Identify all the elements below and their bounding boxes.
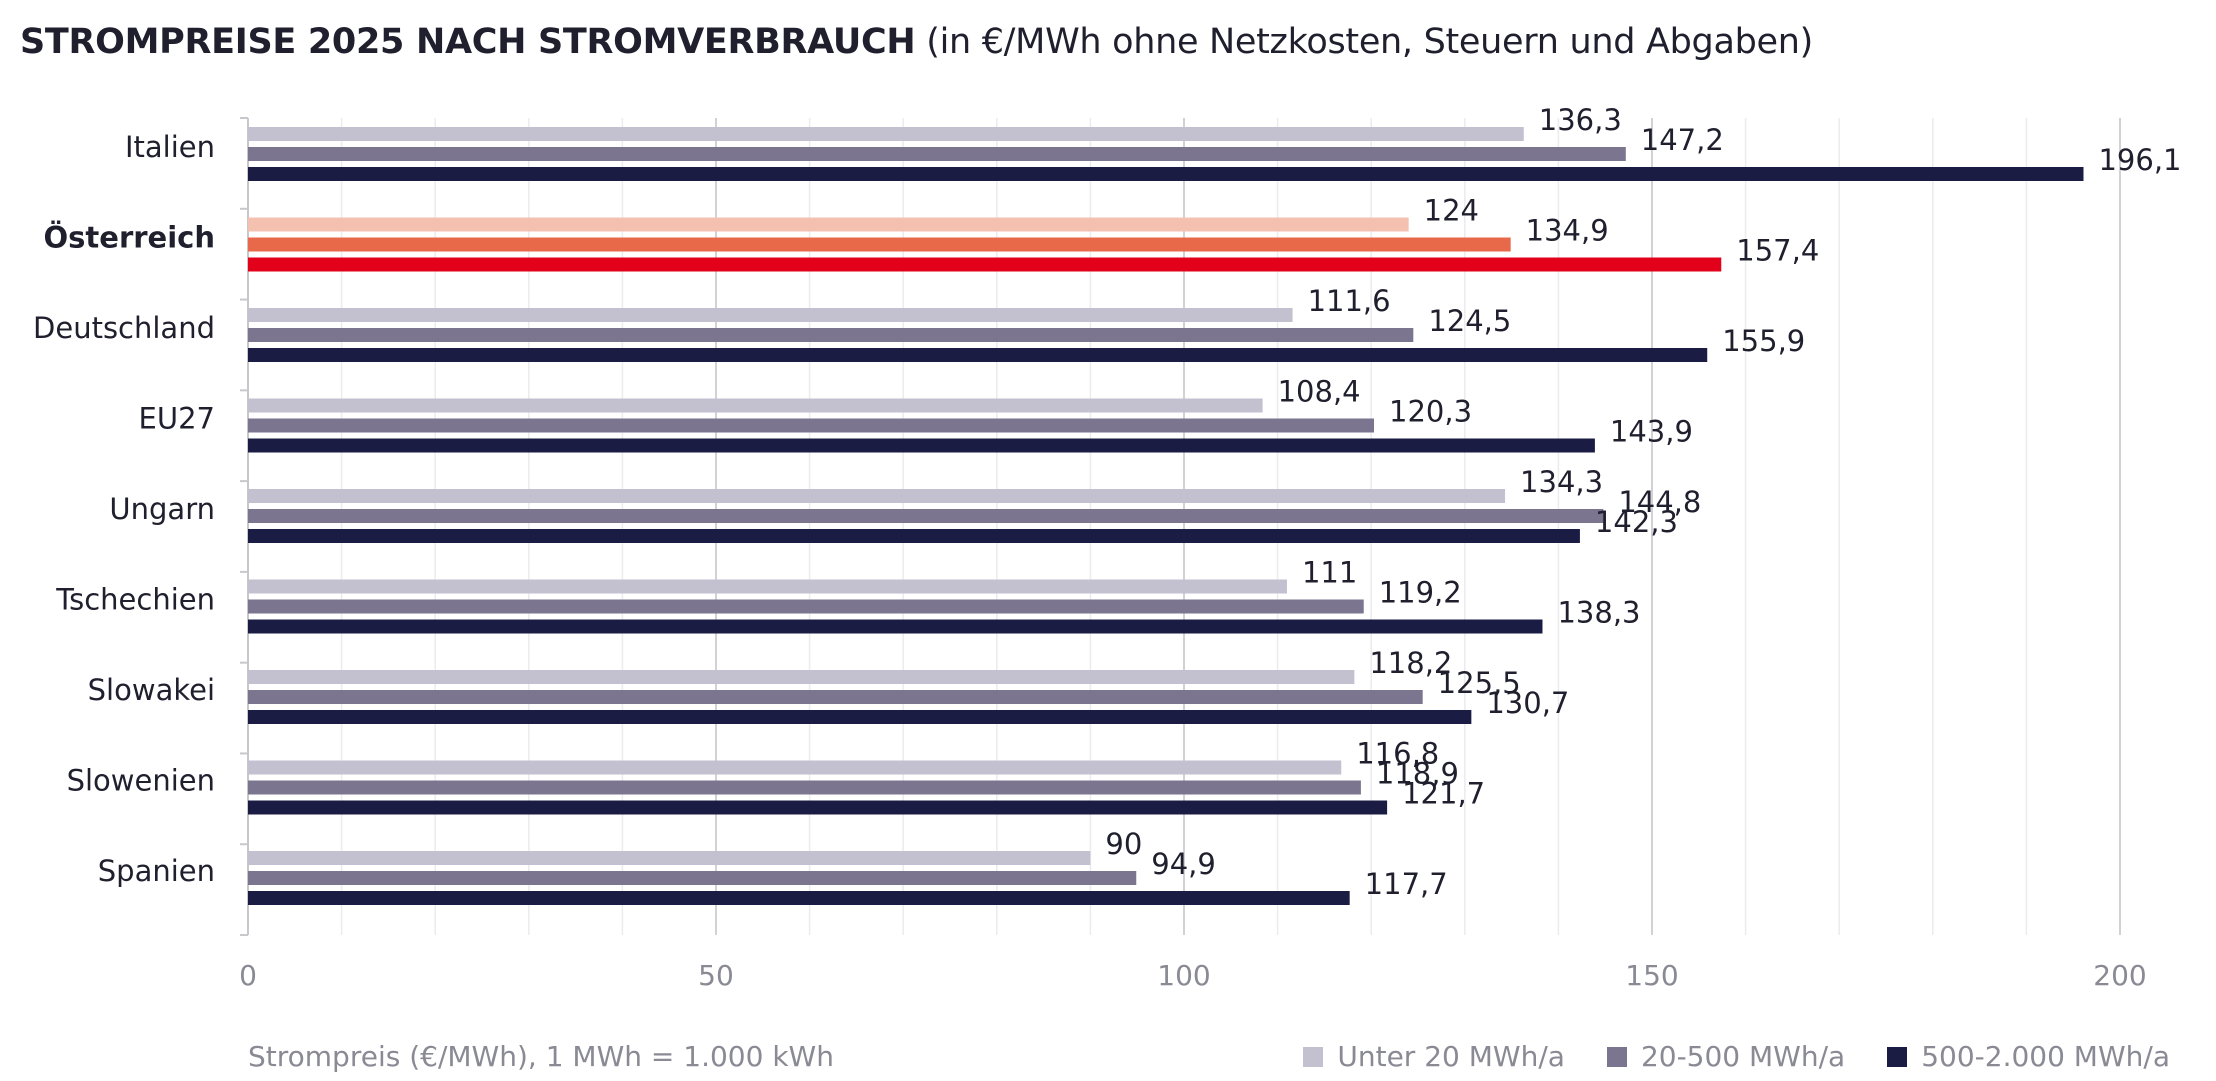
legend-item: 20-500 MWh/a xyxy=(1606,1040,1846,1073)
bar xyxy=(248,690,1423,704)
data-label: 108,4 xyxy=(1278,375,1361,409)
chart-title-subtitle: (in €/MWh ohne Netzkosten, Steuern und A… xyxy=(926,22,1813,62)
data-label: 144,8 xyxy=(1618,485,1701,519)
data-label: 138,3 xyxy=(1557,596,1640,630)
bar xyxy=(248,760,1342,775)
data-label: 120,3 xyxy=(1389,395,1472,429)
bar xyxy=(248,529,1580,543)
data-label: 116,8 xyxy=(1356,737,1439,771)
data-label: 111,6 xyxy=(1308,284,1391,318)
data-label: 94,9 xyxy=(1151,847,1216,881)
bar xyxy=(248,710,1472,724)
category-label: Tschechien xyxy=(55,583,215,617)
data-label: 125,5 xyxy=(1438,666,1521,700)
bar xyxy=(248,167,2084,181)
bar xyxy=(248,871,1137,885)
bar xyxy=(248,509,1604,523)
bar xyxy=(248,489,1506,503)
data-label: 157,4 xyxy=(1736,234,1819,268)
data-label: 142,3 xyxy=(1595,505,1678,539)
bar xyxy=(248,237,1511,252)
legend-swatch xyxy=(1887,1046,1908,1067)
legend-label: 20-500 MWh/a xyxy=(1640,1040,1846,1073)
bar-chart: 0 50 100 150 200 Italien 136,3 147,2 196,1 Österr… xyxy=(33,103,2182,992)
category-label: Ungarn xyxy=(109,492,215,526)
data-label: 124,5 xyxy=(1428,304,1511,338)
category-label: Spanien xyxy=(98,854,215,888)
data-label: 196,1 xyxy=(2098,143,2181,177)
chart-title: STROMPREISE 2025 NACH STROMVERBRAUCH (in… xyxy=(20,22,1813,62)
legend-item: 500-2.000 MWh/a xyxy=(1887,1040,2170,1073)
category-label: Österreich xyxy=(44,221,216,255)
bar xyxy=(248,147,1626,161)
bar xyxy=(248,308,1293,322)
bar xyxy=(248,438,1595,453)
bar xyxy=(248,328,1414,342)
bar xyxy=(248,780,1361,795)
data-label: 143,9 xyxy=(1610,415,1693,449)
data-label: 147,2 xyxy=(1641,123,1724,157)
bar xyxy=(248,398,1263,413)
bar xyxy=(248,891,1350,905)
data-label: 118,2 xyxy=(1369,646,1452,680)
data-label: 121,7 xyxy=(1402,777,1485,811)
x-tick-label: 200 xyxy=(2093,959,2146,992)
bar xyxy=(248,800,1388,815)
bar xyxy=(248,217,1409,232)
x-axis-label: Strompreis (€/MWh), 1 MWh = 1.000 kWh xyxy=(248,1040,834,1073)
data-label: 155,9 xyxy=(1722,324,1805,358)
data-label: 119,2 xyxy=(1379,576,1462,610)
bar xyxy=(248,257,1722,272)
x-tick-label: 150 xyxy=(1625,959,1678,992)
data-label: 134,3 xyxy=(1520,465,1603,499)
category-label: Slowakei xyxy=(88,673,215,707)
bar xyxy=(248,599,1364,614)
chart-title-main: STROMPREISE 2025 NACH STROMVERBRAUCH xyxy=(20,22,916,62)
data-label: 136,3 xyxy=(1539,103,1622,137)
bar xyxy=(248,348,1708,362)
bar xyxy=(248,670,1355,684)
bar xyxy=(248,579,1287,594)
bar xyxy=(248,619,1543,634)
category-label: Italien xyxy=(125,130,215,164)
data-label: 124 xyxy=(1424,194,1479,228)
data-label: 134,9 xyxy=(1526,214,1609,248)
legend-item: Unter 20 MWh/a xyxy=(1303,1040,1565,1073)
legend-label: Unter 20 MWh/a xyxy=(1337,1040,1565,1073)
category-label: EU27 xyxy=(139,402,215,436)
data-label: 117,7 xyxy=(1365,867,1448,901)
x-tick-label: 50 xyxy=(698,959,734,992)
legend: Unter 20 MWh/a 20-500 MWh/a 500-2.000 MW… xyxy=(1303,1040,2170,1073)
data-label: 111 xyxy=(1302,556,1357,590)
x-tick-label: 100 xyxy=(1157,959,1210,992)
data-label: 90 xyxy=(1105,827,1142,861)
data-label: 118,9 xyxy=(1376,757,1459,791)
bar xyxy=(248,127,1524,141)
bar xyxy=(248,851,1091,865)
legend-swatch xyxy=(1606,1046,1627,1067)
x-tick-label: 0 xyxy=(239,959,257,992)
legend-label: 500-2.000 MWh/a xyxy=(1921,1040,2170,1073)
data-label: 130,7 xyxy=(1486,686,1569,720)
legend-swatch xyxy=(1303,1046,1324,1067)
bar xyxy=(248,418,1375,433)
category-label: Slowenien xyxy=(67,764,215,798)
category-label: Deutschland xyxy=(33,311,215,345)
